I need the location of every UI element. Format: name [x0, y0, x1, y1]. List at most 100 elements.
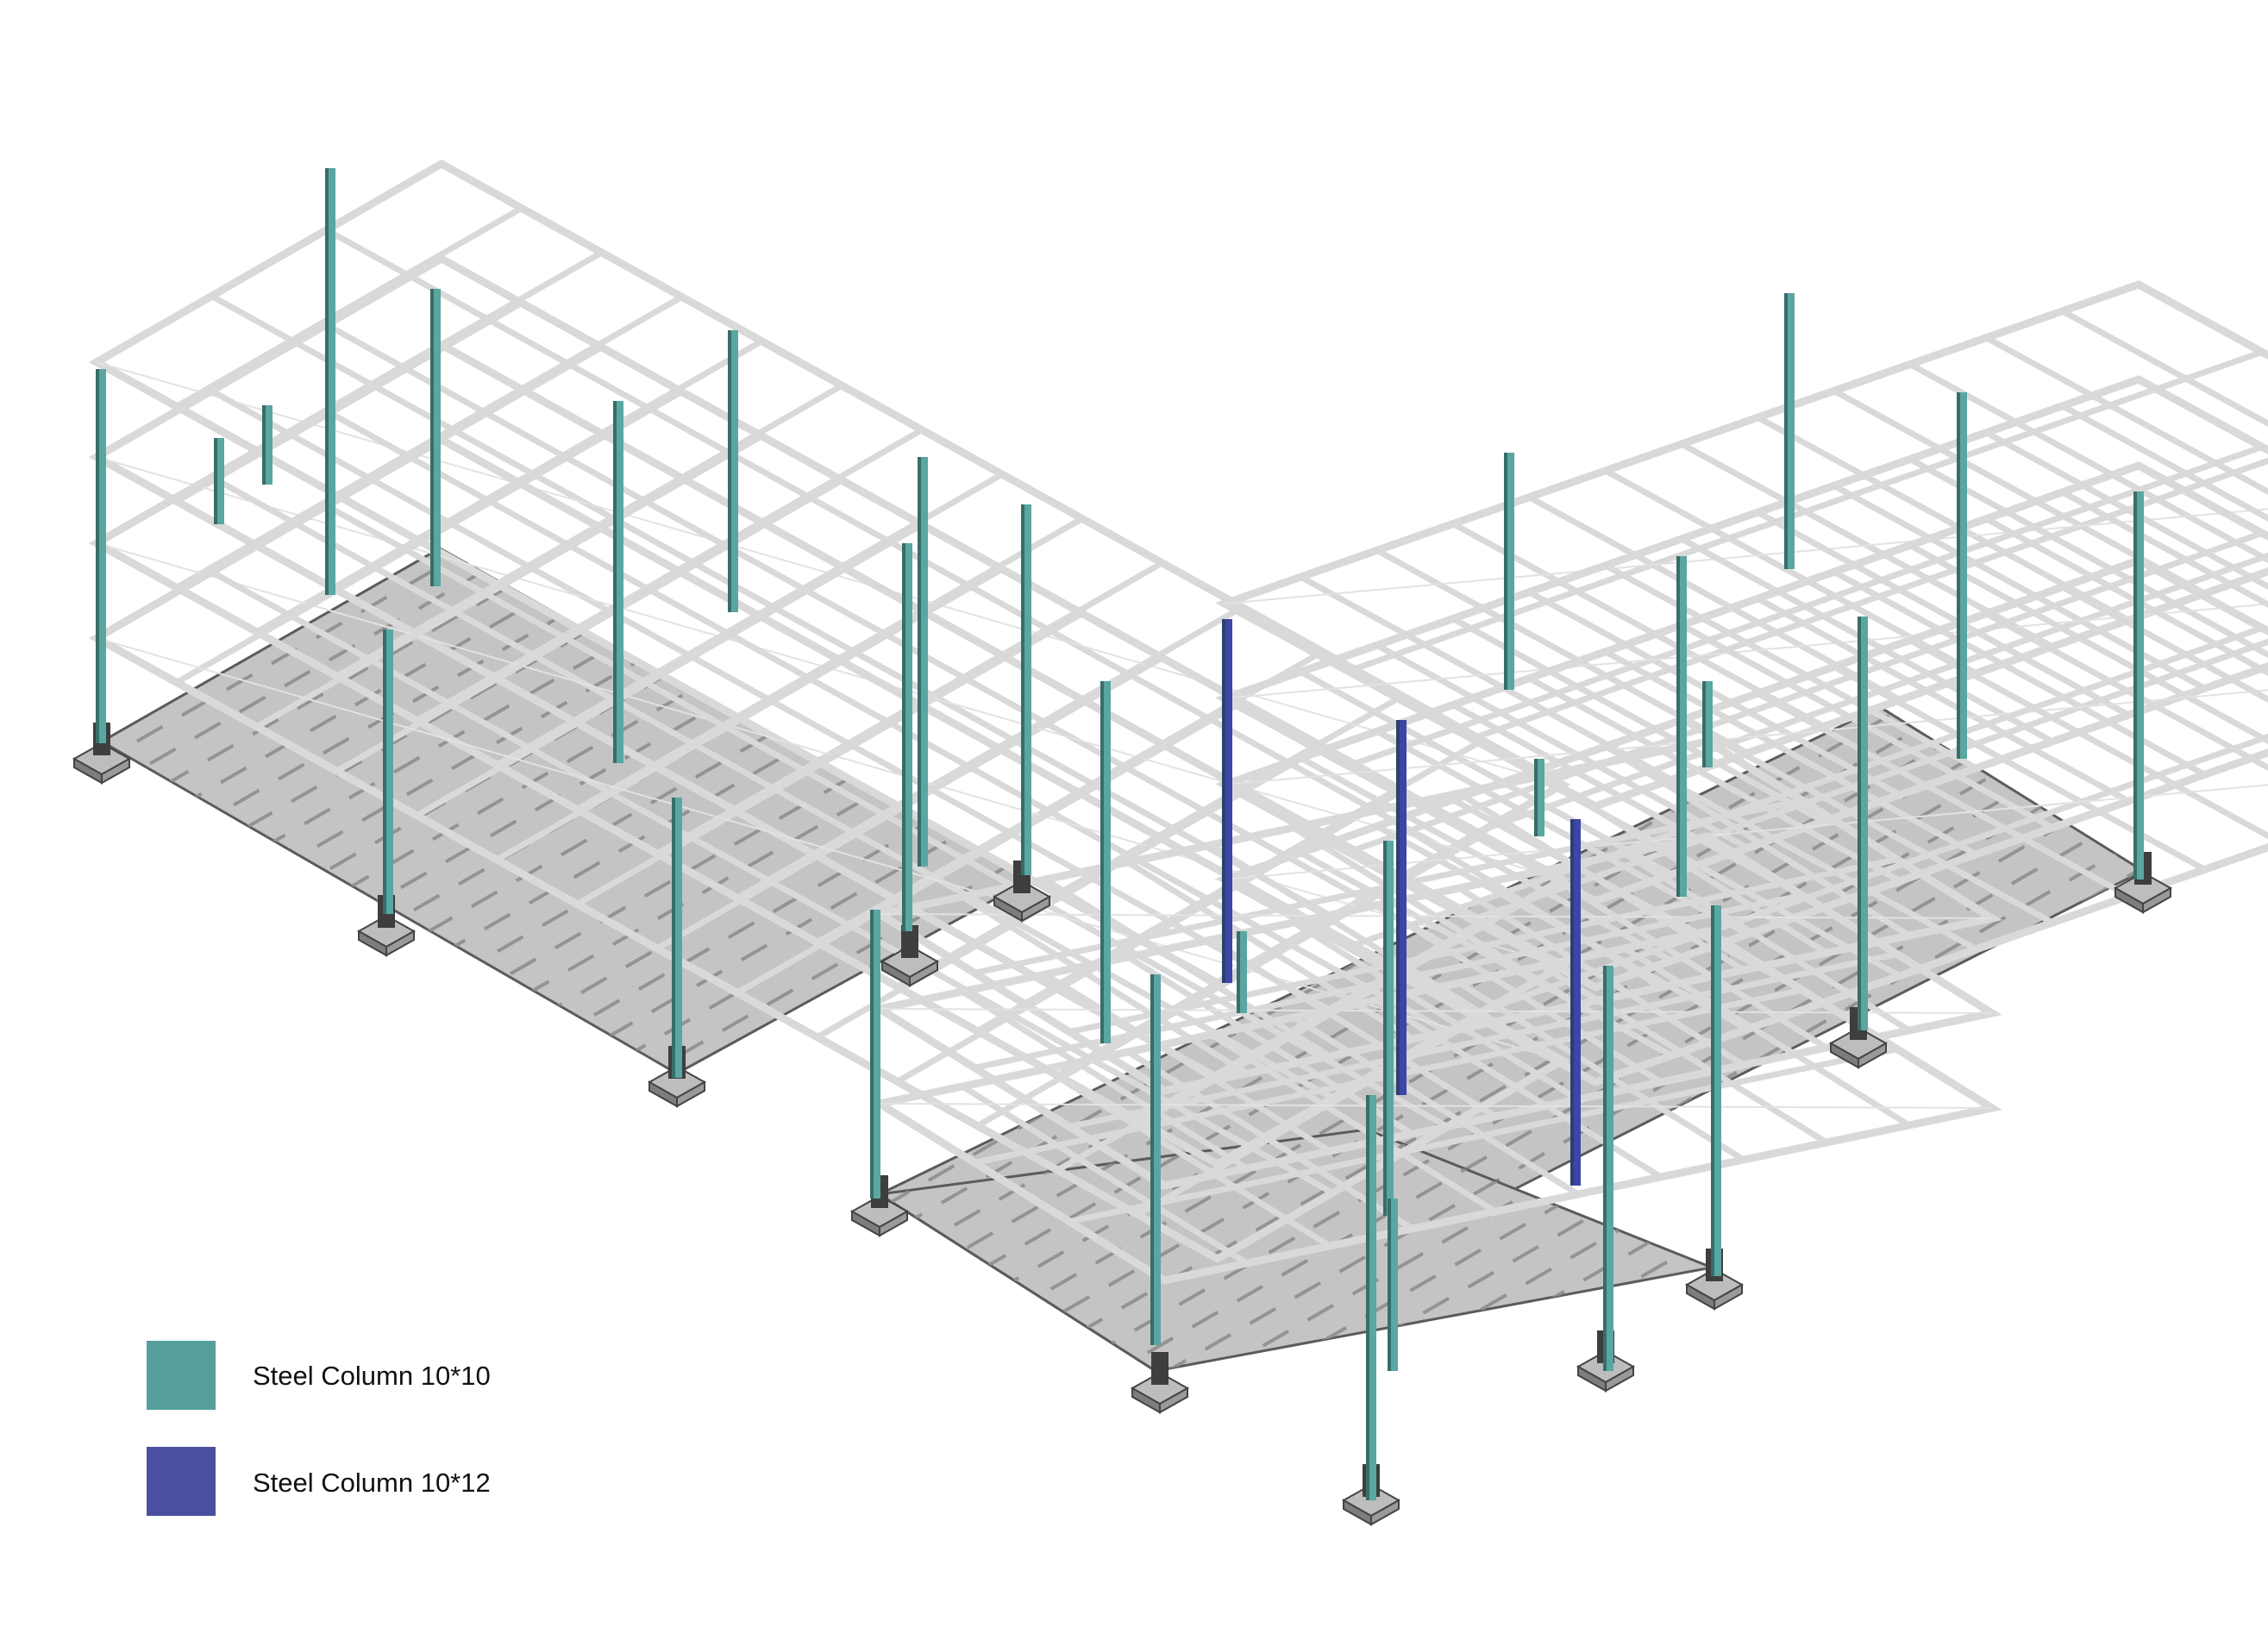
column-shade: [1383, 841, 1387, 1216]
girder: [1470, 638, 2268, 923]
joist: [1126, 955, 1414, 1136]
column-shade: [1100, 681, 1104, 1043]
joist: [895, 880, 1244, 1085]
joist: [1299, 755, 1674, 964]
legend-swatch-column-10x10: [147, 1341, 216, 1410]
joist: [1043, 972, 1331, 1154]
column-shade: [870, 910, 874, 1199]
bracing: [879, 1103, 1993, 1109]
girder: [1347, 530, 2264, 855]
joist: [1540, 868, 1828, 1050]
joist: [495, 659, 844, 863]
joist: [1984, 335, 2268, 496]
joist: [1126, 1049, 1414, 1231]
column-shade: [1711, 905, 1714, 1276]
footing-side: [385, 930, 415, 957]
joist: [415, 519, 764, 723]
column-shade: [1366, 1095, 1369, 1500]
column-shade: [430, 289, 434, 586]
legend-label-column-10x12: Steel Column 10*12: [253, 1468, 491, 1498]
joist: [575, 608, 924, 812]
column-shade: [1603, 966, 1607, 1371]
column-shade: [325, 168, 329, 595]
joist: [415, 614, 764, 818]
footing-side: [1021, 895, 1050, 923]
joist: [1043, 1067, 1331, 1249]
bracing: [879, 1008, 1993, 1014]
footing-side: [2142, 886, 2171, 914]
girder: [210, 569, 1335, 1196]
footing-side: [879, 1210, 908, 1237]
bracing: [96, 637, 1563, 1061]
joist: [1527, 675, 1902, 884]
column-shade: [1784, 293, 1788, 569]
column-shade: [1021, 504, 1024, 875]
joist: [961, 989, 1249, 1171]
column-shade: [1150, 974, 1154, 1345]
footing-side: [1858, 1042, 1887, 1069]
footing-side: [1605, 1365, 1634, 1393]
footing-side: [676, 1080, 705, 1108]
joist: [961, 1084, 1249, 1266]
joist: [895, 786, 1244, 990]
joist: [1908, 456, 2268, 659]
joist: [335, 570, 684, 774]
column-shade: [1504, 453, 1507, 690]
joist: [254, 525, 604, 729]
column-shade: [1237, 931, 1240, 1013]
joist: [1908, 542, 2268, 745]
column-shade: [1957, 392, 1960, 759]
column-shade: [613, 401, 617, 763]
girder: [1068, 1046, 1898, 1225]
girder: [324, 227, 1450, 854]
joist: [2060, 489, 2268, 609]
joist: [1603, 743, 1978, 952]
joist: [1623, 946, 1911, 1128]
column-shade: [262, 405, 266, 485]
joist: [1451, 616, 1826, 824]
column-shade: [1676, 556, 1680, 897]
joist: [335, 475, 684, 679]
joist: [495, 564, 844, 768]
joist: [975, 924, 1325, 1129]
bracing: [96, 542, 1563, 967]
joist: [1126, 860, 1414, 1042]
joist: [254, 430, 604, 635]
joist: [1756, 596, 2131, 804]
column-shade: [2133, 491, 2137, 879]
joist: [1375, 808, 1663, 990]
girder: [1347, 444, 2264, 769]
joist: [1209, 1032, 1497, 1214]
joist: [1756, 691, 2131, 899]
joist: [1209, 842, 1497, 1024]
joist: [1457, 791, 1745, 973]
joist: [1908, 637, 2268, 840]
column-shade: [383, 629, 386, 914]
joist: [2060, 308, 2268, 428]
bracing: [879, 913, 1993, 919]
footing-pedestal: [901, 925, 918, 958]
footing-side: [1159, 1386, 1188, 1414]
footing-side: [101, 757, 130, 785]
footing-side: [1714, 1283, 1743, 1311]
column-shade: [1534, 759, 1538, 836]
column-shade: [672, 798, 675, 1078]
column-shade: [214, 438, 217, 524]
column-shade: [902, 543, 905, 931]
joist: [2060, 584, 2268, 704]
joist: [1908, 361, 2268, 564]
joist: [1540, 963, 1828, 1145]
column-shade: [918, 457, 921, 867]
legend-label-column-10x10: Steel Column 10*10: [253, 1361, 491, 1391]
column-shade: [1396, 720, 1400, 1095]
beam-grid: [88, 159, 2268, 1285]
joist: [175, 481, 523, 685]
joist: [1457, 886, 1745, 1067]
column-shade: [1570, 819, 1574, 1186]
steel-columns: [96, 168, 2144, 1500]
joist: [1603, 562, 1978, 771]
column-shade: [96, 369, 99, 743]
legend-swatch-column-10x12: [147, 1447, 216, 1516]
joist: [1984, 516, 2268, 677]
